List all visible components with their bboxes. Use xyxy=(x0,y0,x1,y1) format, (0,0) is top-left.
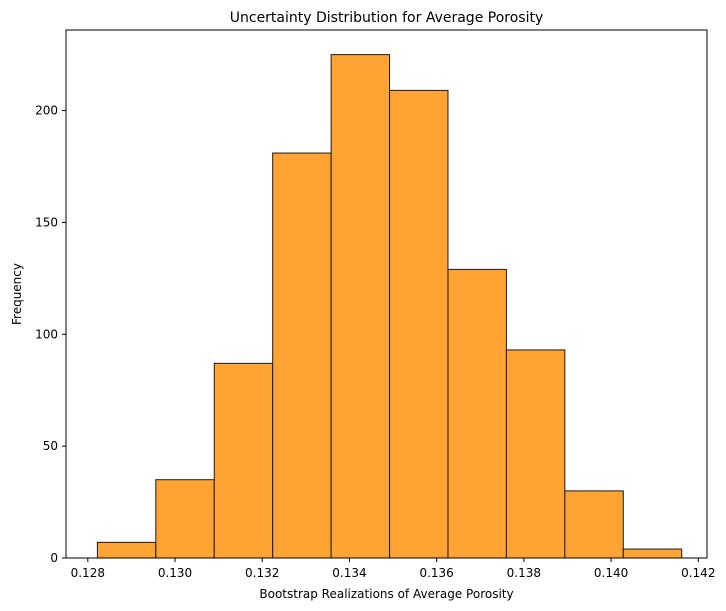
histogram-bars xyxy=(96,54,683,559)
histogram-bar xyxy=(447,268,507,559)
histogram-bar xyxy=(272,152,332,559)
x-tick-label: 0.140 xyxy=(594,566,628,580)
plot-frame xyxy=(65,29,708,559)
y-tick-label: 50 xyxy=(43,439,58,453)
x-axis-ticks: 0.128 0.130 0.132 0.134 0.136 0.138 0.140 0.142 xyxy=(71,558,715,580)
x-tick-label: 0.130 xyxy=(158,566,192,580)
y-tick-label: 100 xyxy=(35,327,58,341)
y-tick-label: 150 xyxy=(35,215,58,229)
histogram-bar xyxy=(505,349,566,559)
histogram-bar xyxy=(330,54,391,559)
histogram-bar xyxy=(155,479,215,559)
y-tick-label: 0 xyxy=(50,551,58,565)
x-tick-label: 0.138 xyxy=(507,566,541,580)
y-axis-label: Frequency xyxy=(10,263,24,325)
x-tick-label: 0.128 xyxy=(71,566,105,580)
x-tick-label: 0.132 xyxy=(245,566,279,580)
x-tick-label: 0.142 xyxy=(681,566,715,580)
histogram-bar xyxy=(622,548,683,559)
histogram-bar xyxy=(213,362,274,559)
histogram-bar xyxy=(96,541,157,559)
x-tick-label: 0.134 xyxy=(332,566,366,580)
histogram-bar xyxy=(389,89,449,559)
y-tick-label: 200 xyxy=(35,104,58,118)
y-axis-ticks: 0 50 100 150 200 xyxy=(35,104,66,565)
x-tick-label: 0.136 xyxy=(419,566,453,580)
x-axis-label: Bootstrap Realizations of Average Porosi… xyxy=(259,587,513,601)
histogram-bar xyxy=(564,490,624,559)
chart-title: Uncertainty Distribution for Average Por… xyxy=(230,10,544,26)
